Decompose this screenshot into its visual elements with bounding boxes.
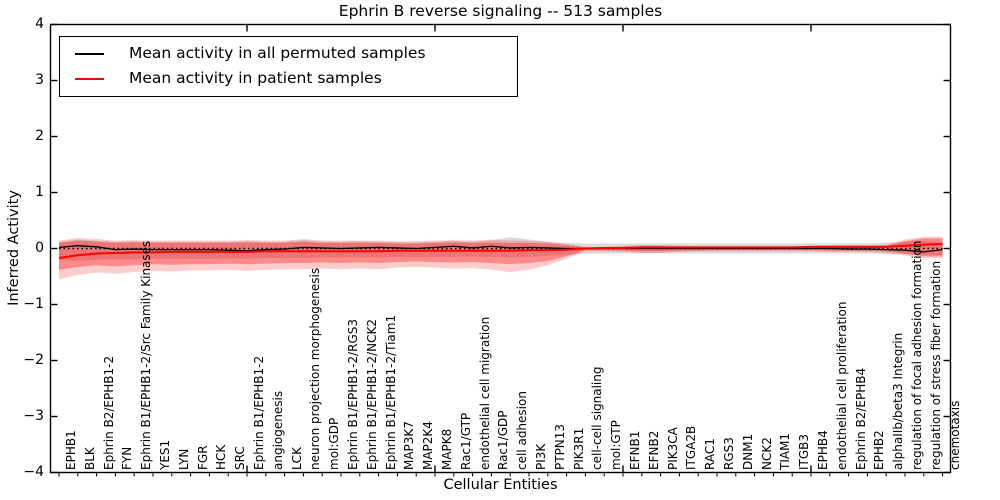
- x-tick-label: mol:GDP: [327, 417, 342, 470]
- x-axis-label: Cellular Entities: [443, 477, 558, 493]
- x-tick-label: RGS3: [722, 436, 736, 470]
- x-tick-label: PIK3R1: [571, 427, 586, 470]
- x-tick-label: PI3K: [534, 443, 548, 470]
- x-tick-label: Ephrin B2/EPHB1-2: [101, 355, 116, 470]
- x-tick-label: PIK3CA: [665, 426, 680, 470]
- x-tick-label: regulation of stress fiber formation: [928, 260, 943, 470]
- x-tick-label: angiogenesis: [270, 390, 285, 470]
- x-tick-label: mol:GTP: [609, 419, 624, 470]
- x-tick-label: MAP2K4: [421, 420, 436, 470]
- legend-item-permuted: Mean activity in all permuted samples: [60, 46, 517, 62]
- x-tick-label: EFNB1: [628, 430, 642, 470]
- x-tick-label: endothelial cell proliferation: [834, 301, 849, 470]
- x-tick-label: HCK: [214, 444, 229, 470]
- x-tick-label: regulation of focal adhesion formation: [910, 240, 924, 470]
- x-tick-label: FGR: [195, 444, 210, 470]
- x-tick-label: TIAM1: [778, 432, 793, 470]
- x-tick-label: Ephrin B2/EPHB4: [853, 367, 868, 470]
- x-tick-label: Rac1/GDP: [496, 410, 511, 470]
- x-tick-label: EPHB4: [816, 429, 830, 470]
- patient-mean-line: [58, 243, 943, 260]
- x-tick-label: EFNB2: [646, 430, 661, 470]
- y-tick-label: 2: [35, 127, 44, 144]
- x-tick-label: DNM1: [740, 433, 755, 470]
- x-tick-label: FYN: [120, 446, 135, 470]
- x-tick-label: alphaIIb/beta3 Integrin: [891, 332, 906, 470]
- x-tick-label: EPHB2: [872, 429, 887, 470]
- x-tick-label: MAPK8: [440, 428, 454, 470]
- x-tick-label: Ephrin B1/EPHB1-2: [252, 355, 266, 470]
- x-tick-label: LYN: [176, 448, 191, 470]
- y-tick-label: 4: [35, 15, 44, 32]
- x-tick-label: neuron projection morphogenesis: [308, 267, 323, 470]
- legend: Mean activity in all permuted samples Me…: [59, 36, 518, 97]
- x-tick-label: EPHB1: [64, 429, 78, 470]
- x-tick-label: RAC1: [703, 437, 718, 470]
- x-tick-label: Ephrin B1/EPHB1-2/RGS3: [346, 318, 360, 470]
- x-tick-label: Rac1/GTP: [458, 412, 473, 470]
- x-tick-label: ITGB3: [797, 433, 812, 470]
- x-tick-label: YES1: [158, 439, 172, 470]
- x-tick-label: ITGA2B: [684, 425, 699, 470]
- patient-band-inner: [59, 238, 943, 270]
- y-tick-label: −3: [23, 407, 44, 424]
- x-tick-label: cell adhesion: [515, 390, 530, 470]
- x-tick-label: Ephrin B1/EPHB1-2/Src Family Kinases: [139, 240, 154, 470]
- x-tick-label: endothelial cell migration: [477, 316, 492, 470]
- legend-label: Mean activity in all permuted samples: [129, 44, 426, 63]
- y-tick-label: −2: [23, 351, 44, 368]
- x-tick-label: Ephrin B1/EPHB1-2/Tiam1: [383, 314, 398, 470]
- x-tick-label: chemotaxis: [947, 400, 962, 470]
- y-tick-label: −1: [23, 295, 44, 312]
- x-tick-label: NCK2: [759, 436, 774, 470]
- x-tick-label: cell-cell signaling: [590, 366, 605, 470]
- y-tick-label: 0: [35, 239, 44, 256]
- y-tick-label: 1: [35, 183, 44, 200]
- y-tick-label: 3: [35, 71, 44, 88]
- y-tick-label: −4: [23, 463, 44, 480]
- permuted-line-swatch-icon: [75, 53, 104, 56]
- patient-line-swatch-icon: [75, 77, 104, 80]
- x-tick-label: PTPN13: [552, 423, 567, 470]
- legend-item-patient: Mean activity in patient samples: [60, 71, 517, 87]
- x-tick-label: LCK: [289, 446, 304, 470]
- x-tick-label: SRC: [233, 445, 248, 470]
- legend-label: Mean activity in patient samples: [129, 69, 382, 88]
- x-tick-label: Ephrin B1/EPHB1-2/NCK2: [364, 318, 379, 470]
- permuted-mean-line: [58, 245, 943, 253]
- x-tick-label: MAP3K7: [402, 420, 417, 470]
- x-tick-label: BLK: [82, 446, 97, 470]
- chart-title: Ephrin B reverse signaling -- 513 sample…: [338, 2, 663, 20]
